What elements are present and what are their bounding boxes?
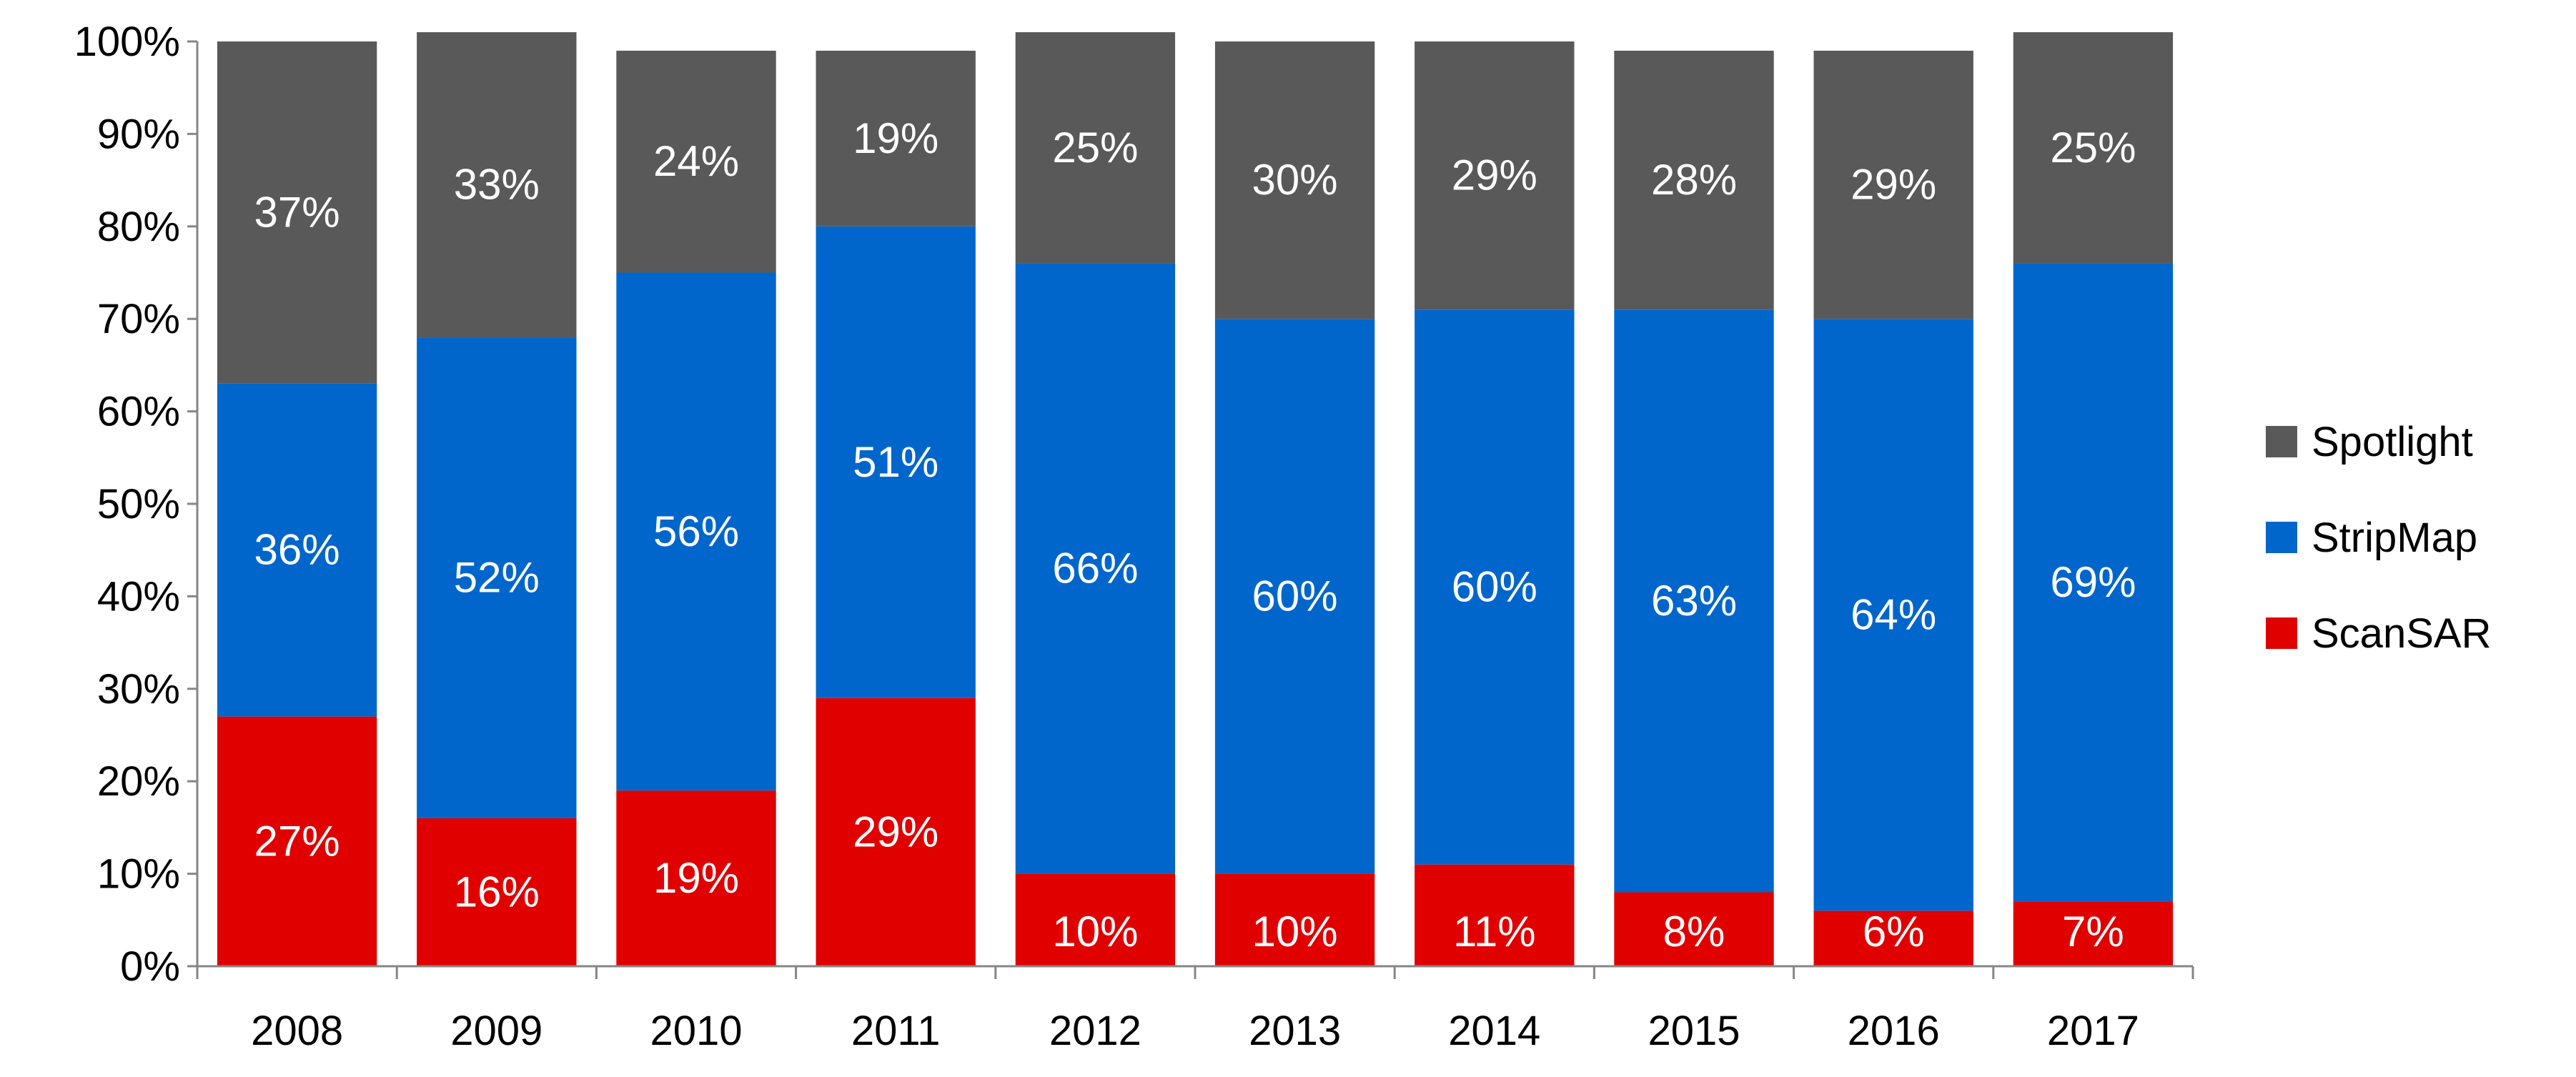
x-tick-label-2009: 2009 [450, 1008, 543, 1054]
bar-segment-stripmap-2015 [1614, 309, 1774, 893]
legend-label-scansar: ScanSAR [2312, 610, 2491, 657]
bar-segment-scansar-2008 [217, 716, 377, 966]
bar-label-stripmap-2013: 60% [1252, 572, 1338, 620]
y-tick-label: 60% [97, 389, 180, 435]
bar-label-spotlight-2013: 30% [1252, 156, 1338, 204]
bar-segment-spotlight-2009 [417, 32, 577, 338]
bar-label-scansar-2015: 8% [1663, 908, 1725, 956]
bar-label-spotlight-2011: 19% [853, 114, 938, 162]
bar-label-scansar-2009: 16% [454, 868, 540, 915]
x-tick-label-2010: 2010 [650, 1008, 742, 1054]
y-tick-label: 50% [97, 481, 180, 527]
bar-segment-scansar-2015 [1614, 892, 1774, 966]
bar-segment-stripmap-2008 [217, 383, 377, 717]
bar-segment-stripmap-2017 [2013, 263, 2174, 902]
x-tick-label-2013: 2013 [1249, 1008, 1341, 1054]
bar-segment-spotlight-2017 [2013, 32, 2174, 264]
x-tick-label-2015: 2015 [1648, 1008, 1740, 1054]
bar-label-stripmap-2008: 36% [254, 526, 340, 574]
bar-segment-spotlight-2013 [1214, 41, 1375, 319]
y-tick-label: 100% [74, 19, 180, 65]
x-tick-label-2008: 2008 [251, 1008, 343, 1054]
legend-swatch-stripmap [2266, 522, 2297, 553]
bar-label-stripmap-2014: 60% [1452, 562, 1537, 610]
y-tick-label: 90% [97, 111, 180, 157]
legend-swatch-spotlight [2266, 426, 2297, 457]
bar-segment-scansar-2010 [616, 790, 776, 966]
x-tick-label-2011: 2011 [851, 1008, 941, 1054]
bar-label-scansar-2012: 10% [1052, 908, 1138, 956]
y-tick-label: 20% [97, 758, 180, 805]
bar-label-scansar-2011: 29% [853, 808, 938, 855]
bar-segment-stripmap-2013 [1214, 319, 1375, 874]
bar-label-stripmap-2016: 64% [1851, 590, 1936, 638]
bar-label-scansar-2008: 27% [254, 817, 340, 865]
bar-label-spotlight-2012: 25% [1052, 124, 1138, 172]
x-tick-label-2016: 2016 [1848, 1008, 1940, 1054]
bar-segment-stripmap-2016 [1813, 319, 1973, 911]
bar-segment-spotlight-2015 [1614, 50, 1774, 310]
bar-label-spotlight-2008: 37% [254, 188, 340, 236]
bar-label-spotlight-2017: 25% [2050, 124, 2136, 172]
bar-segment-scansar-2013 [1214, 873, 1375, 966]
bar-segment-spotlight-2011 [816, 50, 976, 227]
bar-label-spotlight-2016: 29% [1851, 161, 1936, 209]
bar-segment-spotlight-2008 [217, 41, 377, 384]
bar-label-stripmap-2010: 56% [653, 507, 739, 555]
bar-segment-scansar-2011 [816, 698, 976, 966]
x-tick-label-2014: 2014 [1448, 1008, 1540, 1054]
bar-label-spotlight-2010: 24% [653, 137, 739, 185]
y-tick-label: 80% [97, 204, 180, 250]
bar-label-stripmap-2011: 51% [853, 438, 938, 486]
x-tick-label-2017: 2017 [2047, 1008, 2139, 1054]
y-tick-label: 30% [97, 666, 180, 713]
y-tick-label: 40% [97, 573, 180, 620]
bar-label-scansar-2017: 7% [2062, 908, 2124, 956]
bar-segment-scansar-2012 [1015, 873, 1176, 966]
bar-segment-spotlight-2012 [1015, 32, 1176, 264]
x-tick-label-2012: 2012 [1049, 1008, 1141, 1054]
bar-segment-spotlight-2010 [616, 50, 776, 273]
bar-label-stripmap-2012: 66% [1052, 545, 1138, 592]
bar-label-scansar-2010: 19% [653, 854, 739, 902]
bar-segment-scansar-2009 [417, 818, 577, 966]
bar-label-scansar-2016: 6% [1863, 908, 1925, 956]
bar-segment-stripmap-2010 [616, 272, 776, 791]
bar-label-scansar-2014: 11% [1453, 908, 1536, 956]
y-tick-label: 0% [120, 943, 180, 990]
bar-label-stripmap-2017: 69% [2050, 558, 2136, 606]
bar-segment-spotlight-2016 [1813, 50, 1973, 319]
bar-label-scansar-2013: 10% [1252, 908, 1338, 956]
bar-label-spotlight-2009: 33% [454, 161, 540, 209]
bar-segment-scansar-2014 [1415, 864, 1575, 966]
bar-segment-stripmap-2009 [417, 337, 577, 818]
y-tick-label: 70% [97, 296, 180, 342]
bar-segment-stripmap-2011 [816, 226, 976, 698]
legend-label-stripmap: StripMap [2312, 515, 2477, 561]
bar-label-spotlight-2015: 28% [1651, 156, 1737, 204]
legend-swatch-scansar [2266, 617, 2297, 649]
bar-label-stripmap-2015: 63% [1651, 577, 1737, 625]
bar-label-spotlight-2014: 29% [1452, 152, 1537, 199]
bar-label-stripmap-2009: 52% [454, 554, 540, 602]
bar-segment-stripmap-2012 [1015, 263, 1176, 874]
legend-label-spotlight: Spotlight [2312, 419, 2473, 465]
bar-segment-stripmap-2014 [1415, 309, 1575, 865]
y-tick-label: 10% [97, 851, 180, 898]
bar-segment-spotlight-2014 [1415, 41, 1575, 310]
bar-segment-scansar-2016 [1813, 910, 1973, 966]
bar-segment-scansar-2017 [2013, 901, 2174, 966]
